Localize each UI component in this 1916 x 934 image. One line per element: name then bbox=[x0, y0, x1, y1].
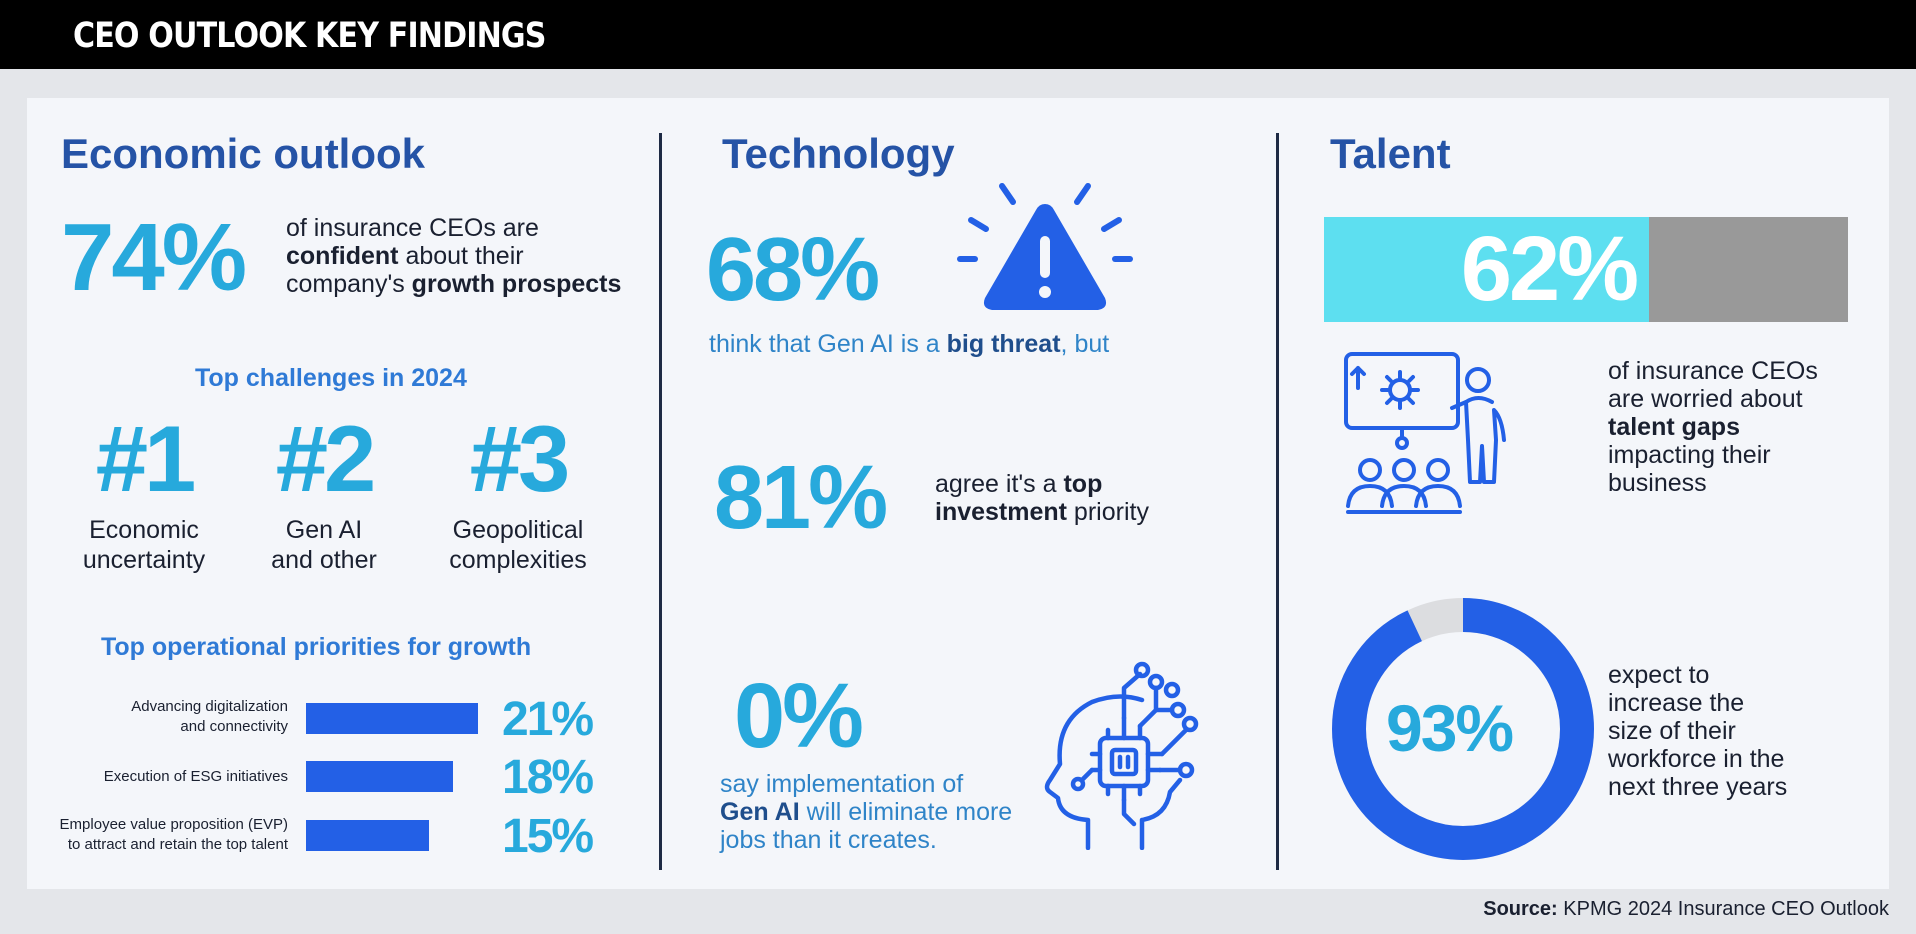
gen-ai-text: Gen AI bbox=[720, 798, 800, 826]
challenge-2-rank: #2 bbox=[275, 406, 377, 511]
donut-arc bbox=[1332, 598, 1594, 860]
investment-text: investment bbox=[935, 498, 1067, 526]
priority-1-bar bbox=[306, 703, 478, 734]
talent-stat2-line2: increase the bbox=[1608, 689, 1745, 717]
economic-stat-line1: of insurance CEOs are bbox=[286, 214, 539, 242]
technology-stat3-line2: Gen AI will eliminate more bbox=[720, 798, 1012, 826]
technology-stat2-line1: agree it's a top bbox=[935, 470, 1149, 498]
header-bar: CEO OUTLOOK KEY FINDINGS bbox=[0, 0, 1916, 69]
technology-stat1-pre: think that Gen AI is a bbox=[709, 330, 947, 358]
talent-stat1-bar-fill bbox=[1324, 217, 1649, 322]
talent-stat2-line1: expect to bbox=[1608, 661, 1710, 689]
talent-stat2-line4: workforce in the bbox=[1608, 745, 1785, 773]
technology-stat3-line2-rest: will eliminate more bbox=[799, 798, 1013, 826]
page-title: CEO OUTLOOK KEY FINDINGS bbox=[73, 16, 546, 56]
technology-stat1-text: think that Gen AI is a big threat, but bbox=[709, 330, 1109, 358]
challenge-2-label1: Gen AI bbox=[285, 516, 363, 544]
challenge-1-label2: uncertainty bbox=[82, 546, 206, 574]
challenge-1: #1 Economic uncertainty bbox=[68, 405, 220, 575]
challenge-3-label1: Geopolitical bbox=[452, 516, 584, 544]
challenge-3-rank: #3 bbox=[469, 406, 571, 511]
economic-stat-line3: company's growth prospects bbox=[286, 270, 621, 298]
talent-stat1-line1: of insurance CEOs bbox=[1608, 357, 1818, 385]
technology-stat2: 81% bbox=[714, 448, 888, 548]
warning-icon bbox=[957, 183, 1133, 310]
priority-2-value: 18% bbox=[502, 751, 594, 804]
priority-3-line1: Employee value proposition (EVP) bbox=[59, 816, 288, 833]
technology-stat1-post: , but bbox=[1060, 330, 1110, 358]
priority-3-bar bbox=[306, 820, 429, 851]
technology-heading: Technology bbox=[722, 130, 955, 177]
challenge-2: #2 Gen AI and other bbox=[248, 405, 400, 575]
growth-prospects-text: growth prospects bbox=[411, 270, 622, 298]
source-note: Source: KPMG 2024 Insurance CEO Outlook bbox=[1483, 898, 1889, 921]
technology-stat2-line2-rest: priority bbox=[1066, 498, 1149, 526]
talent-stat2-donut bbox=[1332, 598, 1594, 860]
technology-stat1: 68% bbox=[706, 220, 880, 320]
economic-heading: Economic outlook bbox=[61, 130, 426, 177]
source-label: Source: bbox=[1483, 898, 1558, 920]
column-divider-1 bbox=[659, 133, 662, 870]
priority-1-line2: and connectivity bbox=[180, 718, 288, 735]
top-text: top bbox=[1063, 470, 1103, 498]
source-text: KPMG 2024 Insurance CEO Outlook bbox=[1557, 898, 1889, 920]
column-divider-2 bbox=[1276, 133, 1279, 870]
talent-stat1-line3: talent gaps bbox=[1608, 413, 1740, 441]
priorities-heading: Top operational priorities for growth bbox=[101, 633, 532, 661]
challenge-1-rank: #1 bbox=[95, 406, 197, 511]
presentation-audience-icon bbox=[1344, 352, 1506, 514]
talent-stat1-line5: business bbox=[1608, 469, 1707, 497]
ai-head-icon bbox=[1044, 661, 1199, 850]
technology-stat3-line3: jobs than it creates. bbox=[720, 826, 937, 854]
priority-3-value: 15% bbox=[502, 810, 594, 863]
challenge-3-label2: complexities bbox=[449, 546, 587, 574]
technology-stat3-line1: say implementation of bbox=[720, 770, 964, 798]
talent-stat1-text: of insurance CEOs are worried about tale… bbox=[1608, 357, 1818, 497]
technology-stat2-line1-pre: agree it's a bbox=[935, 470, 1064, 498]
economic-stat-line2: confident about their bbox=[286, 242, 621, 270]
priority-3-line2: to attract and retain the top talent bbox=[67, 836, 288, 853]
economic-stat-line3-pre: company's bbox=[286, 270, 412, 298]
big-threat-text: big threat bbox=[946, 330, 1061, 358]
talent-stat2-line3: size of their bbox=[1608, 717, 1736, 745]
priority-1-label: Advancing digitalization and connectivit… bbox=[131, 697, 288, 737]
challenge-3: #3 Geopolitical complexities bbox=[433, 405, 603, 575]
technology-stat2-line2: investment priority bbox=[935, 498, 1149, 526]
priority-1-value: 21% bbox=[502, 693, 594, 746]
talent-stat1-bar: 62% bbox=[1324, 217, 1848, 322]
confident-text: confident bbox=[286, 242, 399, 270]
priority-2-line1: Execution of ESG initiatives bbox=[103, 768, 288, 785]
challenges-heading: Top challenges in 2024 bbox=[195, 364, 467, 392]
talent-stat2-text: expect to increase the size of their wor… bbox=[1608, 661, 1787, 801]
priority-1-line1: Advancing digitalization bbox=[131, 698, 288, 715]
talent-heading: Talent bbox=[1330, 130, 1451, 177]
priority-3-label: Employee value proposition (EVP) to attr… bbox=[60, 815, 288, 855]
technology-stat3: 0% bbox=[734, 665, 864, 767]
priority-2-bar bbox=[306, 761, 454, 792]
economic-stat-text: of insurance CEOs are confident about th… bbox=[286, 214, 621, 298]
talent-stat1-value: 62% bbox=[1460, 218, 1639, 320]
challenge-2-label2: and other bbox=[271, 546, 377, 574]
technology-stat3-text: say implementation of Gen AI will elimin… bbox=[720, 770, 1012, 854]
talent-stat2-line5: next three years bbox=[1608, 773, 1788, 801]
talent-stat1-line2: are worried about bbox=[1608, 385, 1803, 413]
talent-stat1-line4: impacting their bbox=[1608, 441, 1771, 469]
economic-stat-line2-rest: about their bbox=[398, 242, 524, 270]
talent-stat2-value: 93% bbox=[1386, 691, 1514, 765]
challenge-1-label1: Economic bbox=[89, 516, 199, 544]
technology-stat2-text: agree it's a top investment priority bbox=[935, 470, 1149, 526]
economic-stat: 74% bbox=[61, 204, 247, 311]
priority-2-label: Execution of ESG initiatives bbox=[104, 767, 288, 787]
